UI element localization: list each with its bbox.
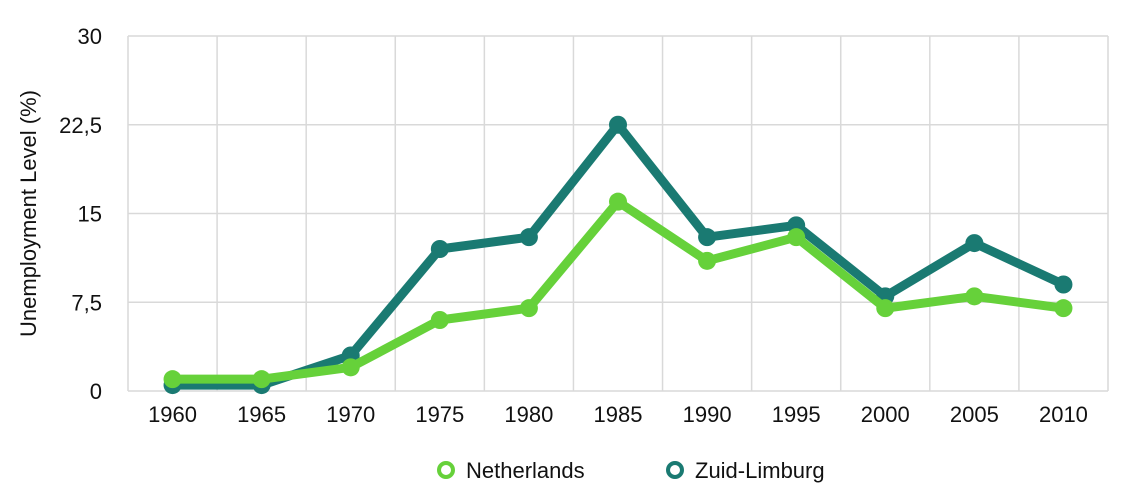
x-tick-label: 2000 [861,402,910,427]
data-point-netherlands [430,311,449,329]
x-tick-label: 1960 [148,402,197,427]
legend-label: Netherlands [466,458,585,483]
legend: Netherlands Zuid-Limburg [437,458,825,483]
data-point-zuid-limburg [698,228,717,247]
data-point-netherlands [876,299,895,318]
x-tick-label: 2005 [950,402,999,427]
data-point-netherlands [252,370,271,389]
data-point-netherlands [519,299,538,318]
data-point-zuid-limburg [519,228,538,247]
legend-item-zuid-limburg: Zuid-Limburg [666,458,825,483]
x-tick-label: 1985 [594,402,643,427]
y-axis-ticks: 0 7,5 15 22,5 30 [59,24,102,404]
y-tick-label: 30 [78,24,102,49]
data-point-netherlands [965,287,984,306]
y-tick-label: 0 [90,379,102,404]
x-axis-ticks: 1960 1965 1970 1975 1980 1985 1990 1995 2000 2005… [148,402,1088,427]
data-point-netherlands [341,358,360,377]
x-tick-label: 1995 [772,402,821,427]
data-point-netherlands [787,228,806,247]
data-point-netherlands [698,251,717,270]
data-point-zuid-limburg [1054,275,1073,294]
x-tick-label: 1990 [683,402,732,427]
legend-marker-icon [437,461,455,479]
series-netherlands [163,192,1073,389]
x-tick-label: 1965 [237,402,286,427]
data-point-netherlands [163,370,182,389]
series-zuid-limburg [163,115,1073,395]
data-point-zuid-limburg [965,234,984,253]
data-point-zuid-limburg [609,115,627,134]
data-point-zuid-limburg [430,240,449,258]
x-tick-label: 1980 [504,402,553,427]
data-point-netherlands [1054,299,1073,318]
y-tick-label: 15 [78,202,102,227]
legend-label: Zuid-Limburg [695,458,825,483]
x-tick-label: 1970 [326,402,375,427]
data-point-netherlands [609,192,627,211]
y-tick-label: 7,5 [71,290,102,315]
x-tick-label: 1975 [415,402,464,427]
legend-item-netherlands: Netherlands [437,458,585,483]
legend-marker-icon [666,461,684,479]
series [163,115,1073,395]
y-tick-label: 22,5 [59,113,102,138]
y-axis-title: Unemployment Level (%) [16,90,41,337]
x-tick-label: 2010 [1039,402,1088,427]
gridlines [127,35,1109,392]
